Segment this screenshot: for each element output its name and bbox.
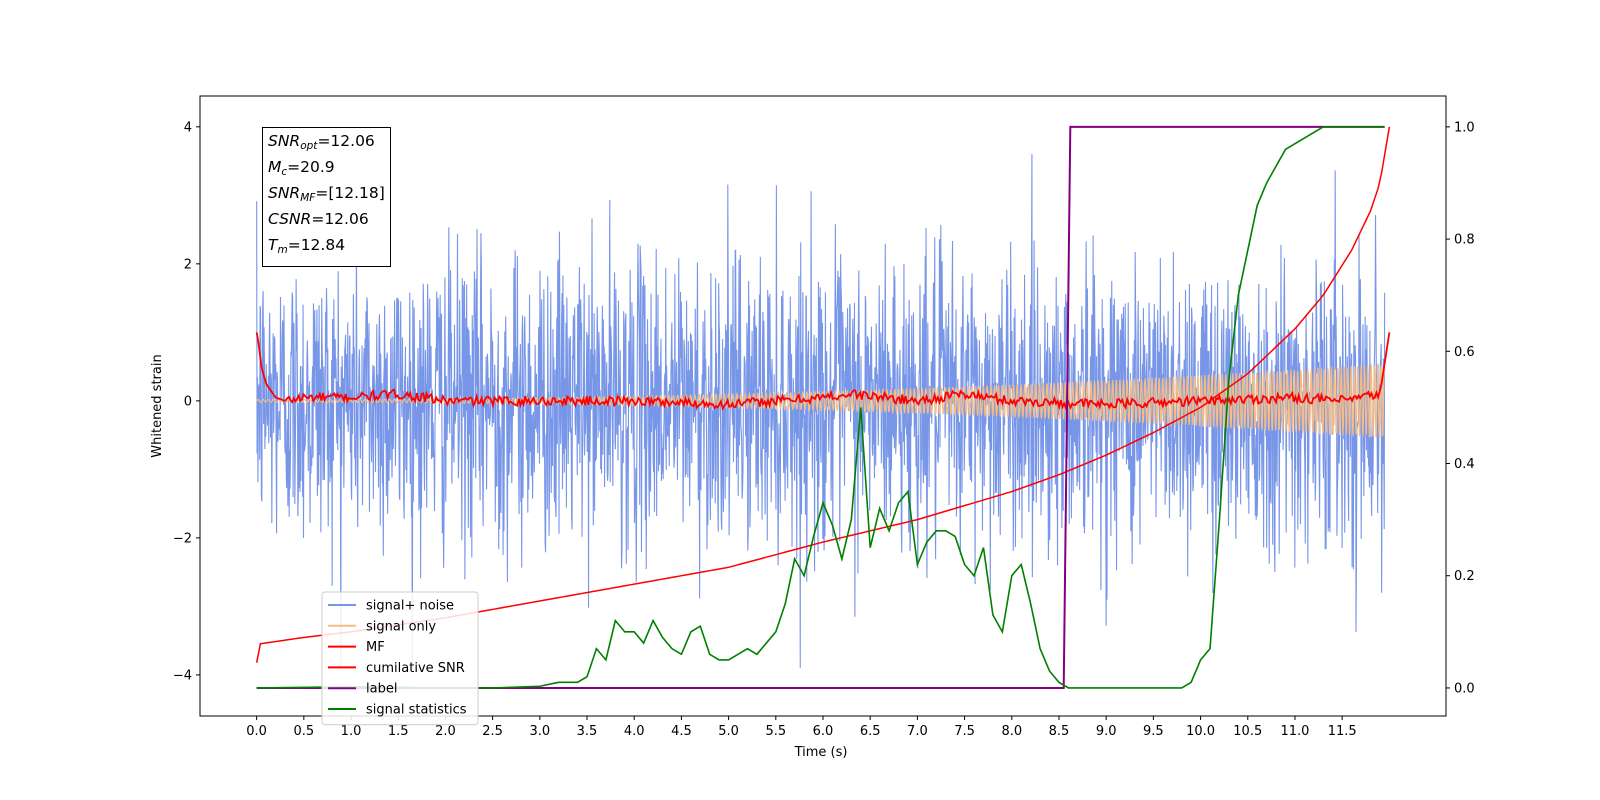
x-tick-label: 5.0 [718,724,739,739]
x-tick-label: 11.0 [1280,724,1309,739]
y-left-tick-label: 4 [184,120,192,135]
annotation-var: SNR [268,132,301,150]
y-axis-label: Whitened strain [150,354,165,457]
y-left-tick-label: 0 [184,394,192,409]
annotation-line: Mc=20.9 [268,157,385,183]
x-tick-label: 3.5 [577,724,598,739]
x-tick-label: 1.5 [388,724,409,739]
legend-entry-label: signal only [366,619,436,634]
x-tick-label: 7.5 [954,724,975,739]
x-tick-label: 0.5 [293,724,314,739]
annotation-var: T [268,236,278,254]
legend-entry-label: signal statistics [366,703,467,718]
y-right-tick-label: 0.8 [1454,233,1475,248]
legend-entry-label: cumilative SNR [366,661,465,676]
x-tick-label: 8.0 [1001,724,1022,739]
annotation-value: =20.9 [287,158,335,176]
annotation-box: SNRopt=12.06 Mc=20.9 SNRMF=[12.18] CSNR=… [262,127,391,267]
x-tick-label: 4.5 [671,724,692,739]
x-tick-label: 6.0 [813,724,834,739]
x-axis-label: Time (s) [794,745,848,760]
x-tick-label: 1.0 [341,724,362,739]
legend-frame [321,591,479,726]
x-tick-label: 2.5 [482,724,503,739]
annotation-var: M [268,158,282,176]
annotation-sub: MF [300,192,316,204]
legend: signal+ noise signal only MF cumilative SNR… [321,591,479,726]
y-right-tick-label: 0.4 [1454,457,1475,472]
y-axis-right-ticks: 1.0 0.8 0.6 0.4 0.2 0.0 [1446,120,1475,696]
y-left-tick-label: 2 [184,257,192,272]
y-right-tick-label: 1.0 [1454,120,1475,135]
y-left-tick-label: −2 [173,531,192,546]
y-right-tick-label: 0.2 [1454,569,1475,584]
annotation-value: =12.84 [287,236,346,254]
annotation-value: =12.06 [317,132,375,150]
y-right-tick-label: 0.0 [1454,681,1475,696]
x-tick-label: 0.0 [246,724,267,739]
annotation-var: SNR [268,184,301,202]
legend-entry-label: MF [366,640,385,655]
x-tick-label: 2.0 [435,724,456,739]
annotation-line: SNRopt=12.06 [268,131,385,157]
x-tick-label: 10.0 [1186,724,1215,739]
series-label-line [256,125,1385,689]
x-tick-label: 7.0 [907,724,928,739]
legend-entry-label: signal+ noise [366,599,454,614]
series-signal-statistics-line [256,126,1385,689]
x-tick-label: 11.5 [1328,724,1357,739]
y-axis-left-ticks: 4 2 0 −2 −4 [173,120,200,683]
x-tick-label: 4.0 [624,724,645,739]
annotation-line: CSNR=12.06 [268,209,385,235]
x-tick-label: 8.5 [1049,724,1070,739]
annotation-sub: m [277,244,288,256]
series-signal-only-line [256,363,1386,438]
x-tick-label: 6.5 [860,724,881,739]
legend-entry-label: label [366,682,397,697]
annotation-var: CSNR [268,210,312,228]
y-left-tick-label: −4 [173,668,192,683]
x-tick-label: 5.5 [765,724,786,739]
series-mf-line [255,332,1391,412]
x-tick-label: 9.0 [1096,724,1117,739]
annotation-line: SNRMF=[12.18] [268,183,385,209]
y-right-tick-label: 0.6 [1454,345,1475,360]
annotation-value: =[12.18] [315,184,385,202]
annotation-sub: opt [300,140,318,152]
x-axis-ticks: 0.0 0.5 1.0 1.5 2.0 2.5 3.0 3.5 4.0 4.5 5.0 5.5 6.0 6… [246,716,1357,739]
annotation-line: Tm=12.84 [268,235,385,261]
annotation-sub: c [281,166,288,178]
annotation-value: =12.06 [311,210,369,228]
x-tick-label: 10.5 [1233,724,1262,739]
x-tick-label: 3.0 [529,724,550,739]
x-tick-label: 9.5 [1143,724,1164,739]
